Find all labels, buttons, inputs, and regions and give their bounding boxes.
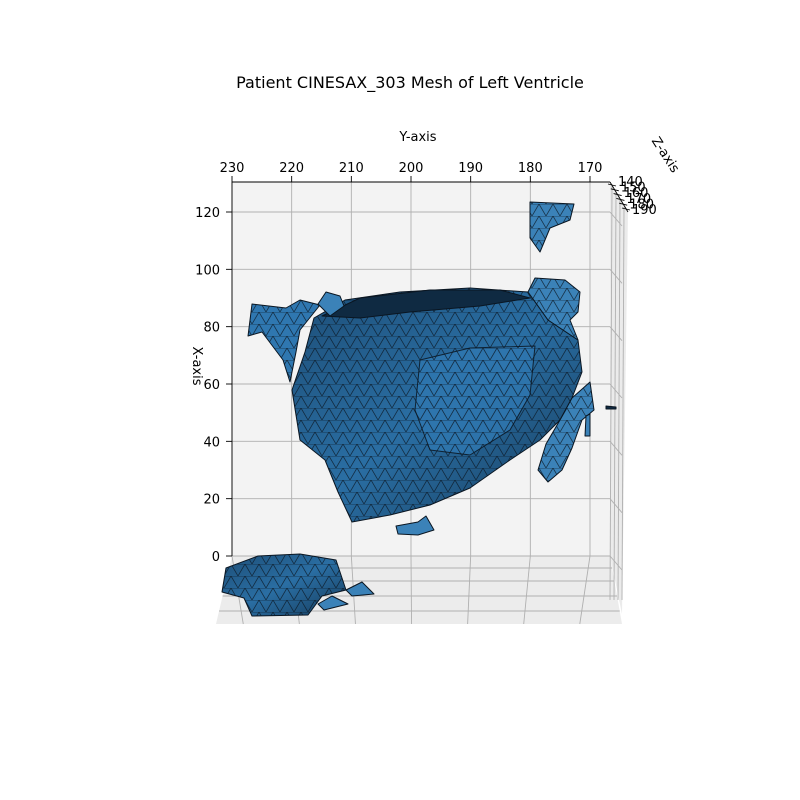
x-gridline-side bbox=[609, 498, 623, 513]
z-axis-line bbox=[609, 181, 629, 213]
y-tick-label: 180 bbox=[518, 161, 543, 176]
z-tick-label: 190 bbox=[632, 203, 657, 218]
x-axis-title: X-axis bbox=[189, 347, 204, 386]
chart-title: Patient CINESAX_303 Mesh of Left Ventric… bbox=[236, 73, 584, 93]
y-gridline-floor bbox=[523, 555, 531, 625]
y-gridline-floor bbox=[410, 555, 412, 625]
z-tick-label: 180 bbox=[629, 197, 654, 212]
mesh-floor-fragment-wire bbox=[222, 554, 346, 616]
x-tick-label: 100 bbox=[195, 263, 220, 278]
z-axis-title: Z-axis bbox=[648, 134, 682, 175]
z-tick-label: 140 bbox=[618, 175, 643, 190]
z-tick-mark bbox=[610, 188, 619, 192]
mesh-inner-wire bbox=[415, 346, 535, 455]
z-gridline-side bbox=[621, 206, 625, 601]
x-tick-label: 0 bbox=[212, 550, 220, 565]
z-tick-label: 170 bbox=[626, 192, 651, 207]
y-gridline-floor bbox=[467, 555, 472, 625]
y-tick-label: 230 bbox=[220, 161, 245, 176]
y-tick-label: 210 bbox=[339, 161, 364, 176]
y-tick-label: 190 bbox=[458, 161, 483, 176]
x-gridline-side bbox=[609, 555, 623, 571]
x-gridline-side bbox=[609, 383, 623, 399]
y-gridline-floor bbox=[579, 555, 591, 625]
x-tick-label: 80 bbox=[203, 321, 220, 336]
z-tick-label: 150 bbox=[621, 181, 646, 196]
mesh-floor-small-a bbox=[345, 581, 375, 597]
z-tick-mark bbox=[613, 193, 622, 197]
z-gridline-side bbox=[617, 199, 621, 601]
z-tick-mark bbox=[621, 207, 631, 211]
x-tick-label: 40 bbox=[203, 435, 220, 450]
x-tick-label: 120 bbox=[195, 206, 220, 221]
z-tick-label: 160 bbox=[624, 186, 649, 201]
x-tick-label: 60 bbox=[203, 378, 220, 393]
y-tick-label: 200 bbox=[399, 161, 424, 176]
mesh-right-sliver bbox=[584, 413, 591, 437]
y-tick-label: 170 bbox=[578, 161, 603, 176]
mesh-top-rim bbox=[321, 289, 531, 319]
z-tick-mark bbox=[607, 183, 617, 187]
z-tick-mark bbox=[619, 202, 628, 206]
mesh-floor-small-b bbox=[317, 595, 349, 611]
z-gridline-side bbox=[613, 192, 617, 601]
x-gridline-side bbox=[609, 326, 623, 341]
mesh-left-flap-wire bbox=[248, 300, 320, 382]
mesh-bottom-blob bbox=[395, 515, 435, 536]
x-gridline-side bbox=[609, 441, 623, 456]
ventricle-mesh bbox=[221, 201, 617, 617]
z-tick-mark bbox=[616, 197, 625, 201]
y-axis-title: Y-axis bbox=[398, 130, 436, 145]
x-tick-label: 20 bbox=[203, 493, 220, 508]
mesh-top-left-tab bbox=[317, 291, 345, 317]
mesh-right-appendage-wire bbox=[538, 382, 594, 482]
mesh-right-lobe-wire bbox=[528, 278, 580, 340]
mesh-top-right-fragment-wire bbox=[530, 202, 574, 252]
y-tick-label: 220 bbox=[279, 161, 304, 176]
mesh-right-stub bbox=[605, 405, 617, 410]
tick-marks bbox=[226, 176, 631, 557]
z-gridline-side bbox=[609, 185, 613, 601]
